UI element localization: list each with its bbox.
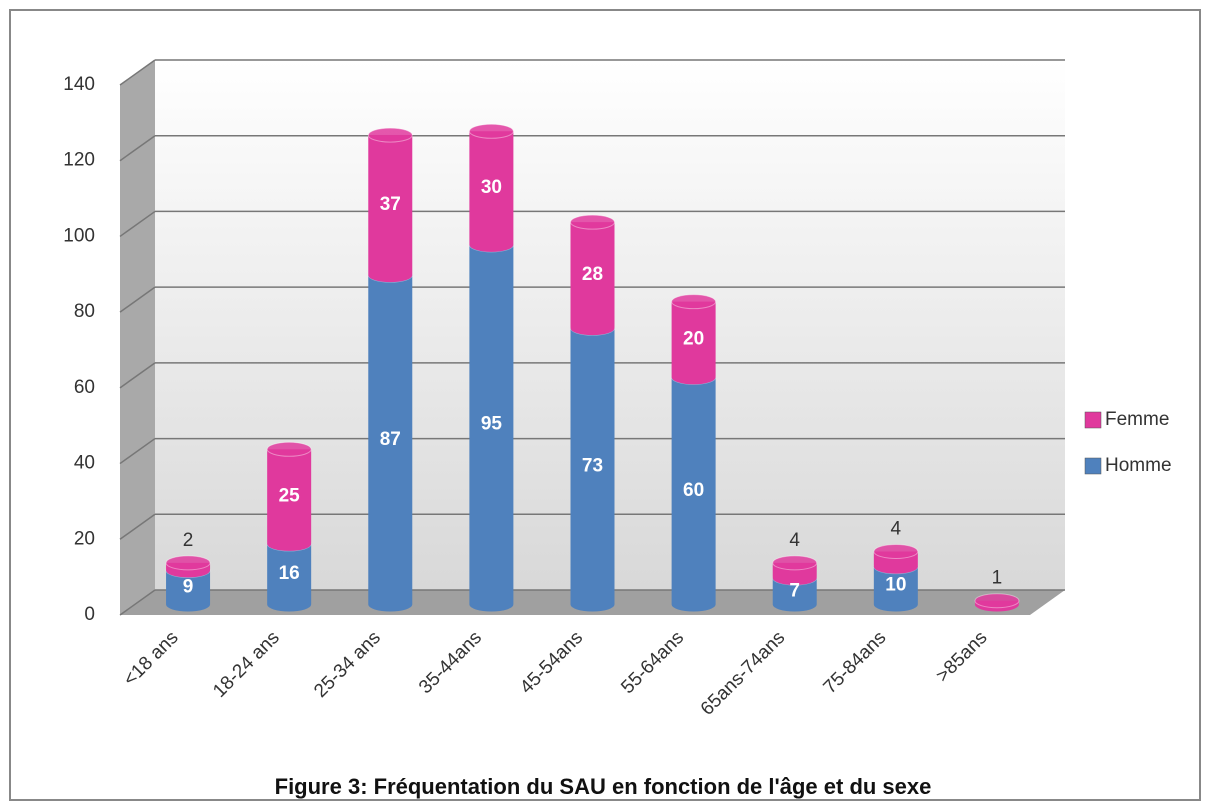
y-tick-label: 120 [63, 150, 95, 171]
bar-segment [469, 131, 514, 252]
y-tick-label: 100 [63, 225, 95, 246]
bar-cap [671, 294, 717, 310]
bar-segment [873, 566, 918, 612]
value-label: 73 [582, 455, 603, 476]
bar-segment [166, 570, 211, 612]
value-label: 16 [279, 563, 300, 584]
value-label: 37 [380, 194, 401, 215]
value-label: 25 [279, 486, 301, 507]
bar-segment [671, 377, 716, 612]
legend-label: Femme [1105, 409, 1169, 430]
bar-cap [367, 127, 413, 143]
bar-segment [671, 301, 716, 385]
value-label: 60 [683, 480, 704, 501]
grid-line [119, 362, 156, 389]
bar-cap [873, 544, 919, 559]
y-tick-label: 0 [84, 604, 95, 625]
value-label: 4 [789, 530, 800, 551]
legend-swatch [1084, 411, 1102, 429]
y-tick-label: 20 [74, 528, 95, 549]
bar-cap [165, 555, 211, 571]
bar-segment [469, 244, 514, 612]
value-label: 1 [992, 568, 1003, 589]
grid-line [119, 210, 156, 238]
legend-swatch [1084, 457, 1102, 475]
value-label: 30 [481, 177, 502, 198]
grid-line [119, 59, 156, 86]
value-label: 4 [891, 519, 902, 540]
bar-segment [570, 328, 615, 612]
value-label: 87 [380, 429, 401, 450]
bar-cap [772, 555, 818, 571]
bar-cap [468, 123, 514, 139]
y-tick-label: 140 [63, 74, 95, 95]
bar-cap [266, 441, 312, 457]
legend-label: Homme [1105, 455, 1172, 476]
bar-cap [570, 214, 615, 230]
bar-segment [368, 275, 413, 612]
y-tick-label: 80 [74, 301, 95, 322]
y-tick-label: 60 [74, 377, 95, 398]
grid-line [119, 135, 156, 162]
bar-cap [974, 593, 1020, 609]
bar-segment [267, 543, 312, 612]
grid-line [119, 437, 156, 465]
value-label: 9 [183, 576, 194, 597]
bar-segment [570, 222, 615, 336]
bar-segment [368, 135, 413, 283]
y-tick-label: 40 [74, 453, 95, 474]
bar-segment [267, 449, 312, 551]
value-label: 95 [481, 414, 503, 435]
side-wall [120, 60, 155, 615]
value-label: 28 [582, 264, 603, 285]
bar-segment [772, 578, 817, 612]
value-label: 20 [683, 329, 704, 350]
value-label: 10 [885, 575, 906, 596]
grid-line [119, 589, 156, 616]
grid-line [119, 286, 156, 313]
value-label: 7 [789, 580, 800, 601]
grid-line [119, 513, 156, 540]
chart-title: Figure 3: Fréquentation du SAU en foncti… [275, 774, 932, 799]
value-label: 2 [183, 530, 194, 551]
